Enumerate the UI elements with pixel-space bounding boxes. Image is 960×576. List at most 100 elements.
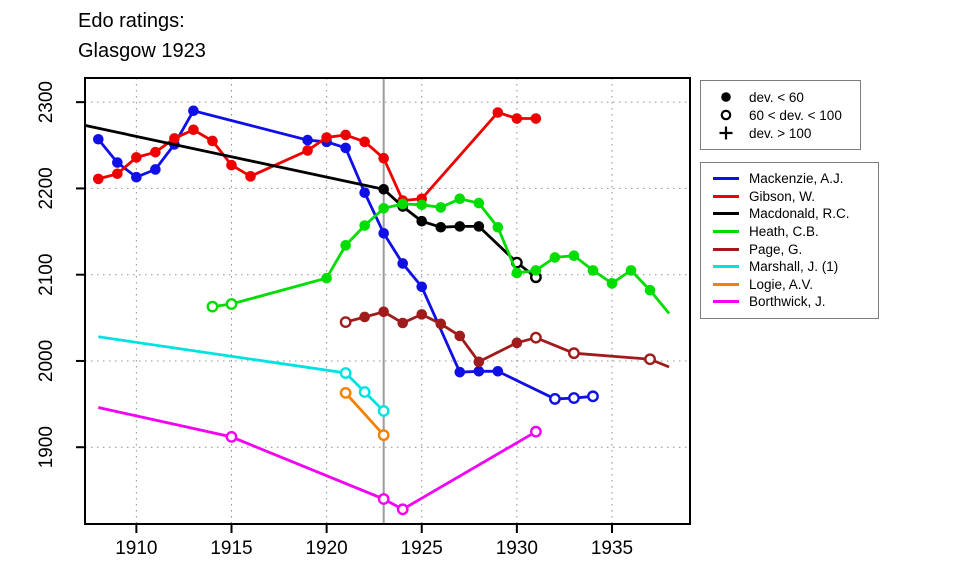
legend-item-mackenzie-a-j: Mackenzie, A.J. [711, 170, 868, 188]
marker-legend-label: dev. < 60 [749, 89, 804, 105]
x-tick-label: 1920 [305, 538, 347, 559]
filled-circle-icon [711, 89, 741, 105]
data-point-filled [93, 133, 104, 145]
legend-label: Page, G. [749, 241, 803, 257]
legend-label: Heath, C.B. [749, 224, 819, 240]
data-point-open [377, 493, 390, 505]
data-point-filled [416, 215, 428, 227]
legend-label: Gibson, W. [749, 188, 816, 204]
series-heath-c-b [206, 193, 671, 315]
legend-label: Logie, A.V. [749, 276, 814, 292]
legend-item-macdonald-r-c: Macdonald, R.C. [711, 205, 868, 223]
data-point-open [568, 392, 580, 404]
data-point-open [549, 393, 561, 405]
data-point-open [225, 298, 238, 310]
data-point-filled [378, 183, 389, 195]
legend-label: Borthwick, J. [749, 294, 826, 310]
data-point-filled [435, 221, 447, 233]
data-point-filled [378, 202, 389, 214]
series-marshall-j-1 [98, 335, 390, 417]
data-point-filled [378, 152, 389, 164]
marker-legend-item: 60 < dev. < 100 [711, 106, 850, 124]
legend-line-sample [713, 177, 739, 181]
data-point-open [377, 429, 390, 442]
data-point-open [568, 347, 580, 360]
data-point-filled [397, 258, 409, 269]
data-point-filled [454, 330, 466, 342]
data-point-filled [492, 107, 504, 118]
data-point-filled [435, 202, 447, 213]
data-point-filled [454, 193, 466, 205]
data-point-filled [511, 113, 523, 124]
data-point-filled [511, 267, 523, 279]
legend-item-page-g: Page, G. [711, 240, 868, 258]
data-point-filled [378, 227, 389, 239]
data-point-filled [416, 199, 428, 211]
data-point-filled [530, 265, 542, 276]
legend-label: Marshall, J. (1) [749, 259, 839, 275]
data-point-filled [606, 278, 618, 289]
data-point-open [529, 331, 542, 344]
series-page-g [339, 306, 670, 369]
data-point-filled [511, 337, 523, 349]
series-borthwick-j [97, 406, 542, 516]
legend-line-sample [713, 230, 739, 234]
series-line [97, 406, 537, 511]
data-point-filled [359, 311, 370, 323]
y-tick-label: 2000 [36, 340, 57, 382]
data-point-open [529, 425, 542, 438]
data-point-filled [302, 145, 313, 156]
data-point-open [339, 367, 352, 379]
data-point-filled [492, 366, 504, 377]
data-point-filled [416, 309, 428, 320]
chart-title-line2: Glasgow 1923 [78, 40, 206, 62]
data-point-filled [188, 105, 199, 117]
legend-item-logie-a-v: Logie, A.V. [711, 276, 868, 294]
y-tick-label: 2300 [36, 81, 57, 123]
data-point-filled [321, 132, 332, 143]
data-point-filled [530, 113, 542, 124]
y-tick-label: 1900 [36, 426, 57, 468]
data-point-filled [150, 164, 161, 175]
data-point-filled [340, 142, 351, 154]
data-point-filled [473, 366, 485, 377]
series-layer [84, 105, 671, 516]
series-logie-a-v [339, 386, 390, 442]
data-point-filled [359, 220, 370, 231]
series-mackenzie-a-j [93, 105, 599, 405]
data-point-filled [397, 317, 409, 329]
marker-legend-label: 60 < dev. < 100 [749, 107, 842, 123]
marker-legend-item: dev. < 60 [711, 88, 850, 106]
data-point-filled [473, 356, 485, 368]
data-point-filled [492, 221, 504, 233]
data-point-open [339, 316, 352, 329]
legend-label: Macdonald, R.C. [749, 206, 850, 222]
data-point-open [377, 405, 390, 417]
data-point-open [587, 390, 599, 403]
data-point-open [225, 430, 238, 443]
legend-line-sample [713, 212, 739, 216]
legend-item-gibson-w: Gibson, W. [711, 188, 868, 206]
legend-item-heath-c-b: Heath, C.B. [711, 223, 868, 241]
x-tick-label: 1915 [210, 538, 252, 559]
data-point-open [644, 353, 656, 366]
x-tick-label: 1935 [591, 538, 633, 559]
series-line [98, 335, 385, 412]
data-point-filled [150, 146, 161, 158]
chart-title-line1: Edo ratings: [78, 10, 185, 32]
axes: 1910 1915 1920 1925 1930 1935 1900 2000 2100 2200… [36, 81, 633, 559]
data-point-filled [454, 366, 466, 378]
series-legend: Mackenzie, A.J. Gibson, W. Macdonald, R.C.… [700, 162, 879, 319]
series-line [97, 109, 594, 401]
data-point-filled [93, 173, 104, 185]
legend-item-marshall-j-1: Marshall, J. (1) [711, 258, 868, 276]
data-point-filled [321, 272, 332, 284]
plot-border [84, 77, 691, 525]
marker-legend: dev. < 60 60 < dev. < 100 dev. > 100 [700, 80, 861, 150]
data-point-open [339, 386, 352, 399]
data-point-filled [112, 168, 123, 180]
series-gibson-w [93, 107, 542, 206]
data-point-filled [435, 318, 447, 330]
data-point-filled [568, 250, 580, 262]
